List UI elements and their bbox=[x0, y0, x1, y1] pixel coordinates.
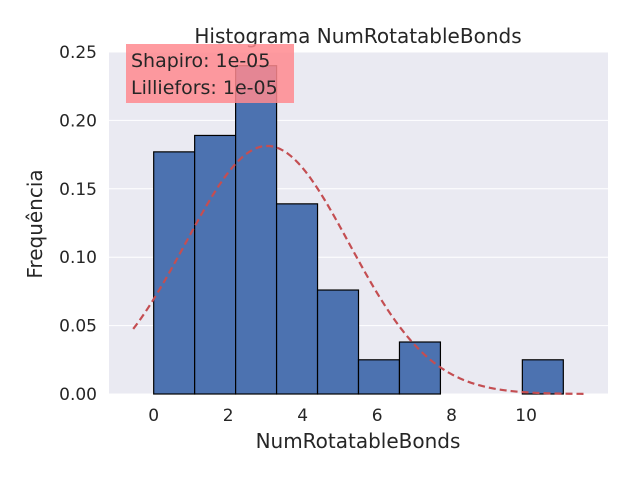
x-axis-label: NumRotatableBonds bbox=[256, 429, 461, 453]
normal-fit-curve bbox=[132, 144, 584, 395]
histogram-bar bbox=[521, 359, 564, 395]
histogram-bar bbox=[357, 359, 401, 395]
histogram-bars bbox=[153, 65, 564, 395]
histogram-bar bbox=[275, 203, 319, 395]
y-tick-label: 0.25 bbox=[59, 43, 97, 63]
y-tick-label: 0.20 bbox=[59, 111, 97, 131]
x-tick-label: 10 bbox=[515, 406, 537, 426]
histogram-bar bbox=[398, 341, 442, 395]
x-tick-labels: 0 2 4 6 8 10 bbox=[148, 406, 537, 426]
annotation-line: Shapiro: 1e-05 bbox=[131, 50, 270, 72]
x-tick-label: 8 bbox=[446, 406, 457, 426]
normal-fit-line bbox=[132, 144, 584, 395]
annotation-box bbox=[126, 44, 294, 103]
y-tick-label: 0.05 bbox=[59, 317, 97, 337]
annotation-line: Lilliefors: 1e-05 bbox=[131, 77, 278, 99]
histogram-bar bbox=[194, 134, 237, 395]
y-tick-label: 0.10 bbox=[59, 248, 97, 268]
x-tick-label: 2 bbox=[223, 406, 234, 426]
histogram-bar bbox=[316, 289, 360, 395]
normality-test-annotation: Shapiro: 1e-05 Lilliefors: 1e-05 bbox=[126, 44, 294, 103]
x-tick-label: 4 bbox=[297, 406, 308, 426]
y-tick-label: 0.00 bbox=[59, 385, 97, 405]
y-tick-labels: 0.00 0.05 0.10 0.15 0.20 0.25 bbox=[59, 43, 97, 405]
histogram-bar bbox=[153, 151, 196, 395]
y-axis-label: Frequência bbox=[23, 169, 47, 278]
histogram-bar bbox=[235, 65, 278, 395]
y-tick-label: 0.15 bbox=[59, 180, 97, 200]
x-tick-label: 6 bbox=[372, 406, 383, 426]
x-tick-label: 0 bbox=[148, 406, 159, 426]
